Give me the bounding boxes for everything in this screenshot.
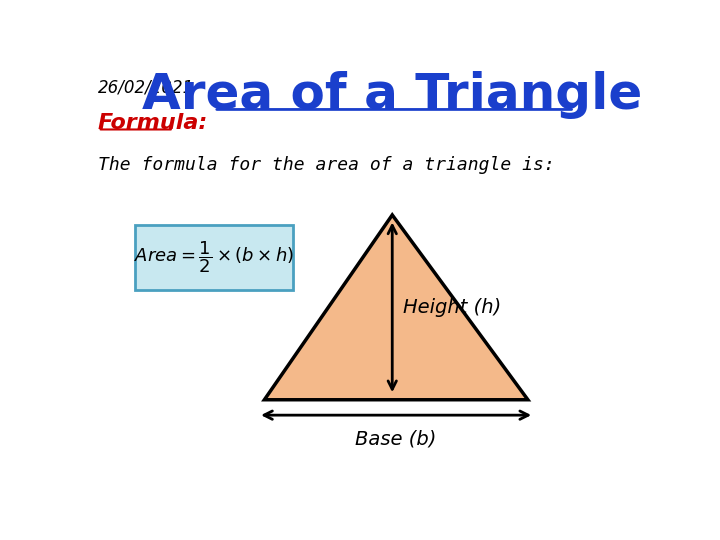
Text: Base (b): Base (b) xyxy=(356,429,437,448)
Polygon shape xyxy=(264,215,528,400)
Text: $\mathit{Area} = \dfrac{1}{2} \times (b \times h)$: $\mathit{Area} = \dfrac{1}{2} \times (b … xyxy=(134,239,294,275)
Text: Formula:: Formula: xyxy=(98,112,208,132)
Text: Area of a Triangle: Area of a Triangle xyxy=(142,71,642,119)
Text: The formula for the area of a triangle is:: The formula for the area of a triangle i… xyxy=(98,156,554,174)
Text: 26/02/2021: 26/02/2021 xyxy=(98,79,194,97)
FancyBboxPatch shape xyxy=(135,225,293,289)
Text: Height (h): Height (h) xyxy=(403,298,501,317)
